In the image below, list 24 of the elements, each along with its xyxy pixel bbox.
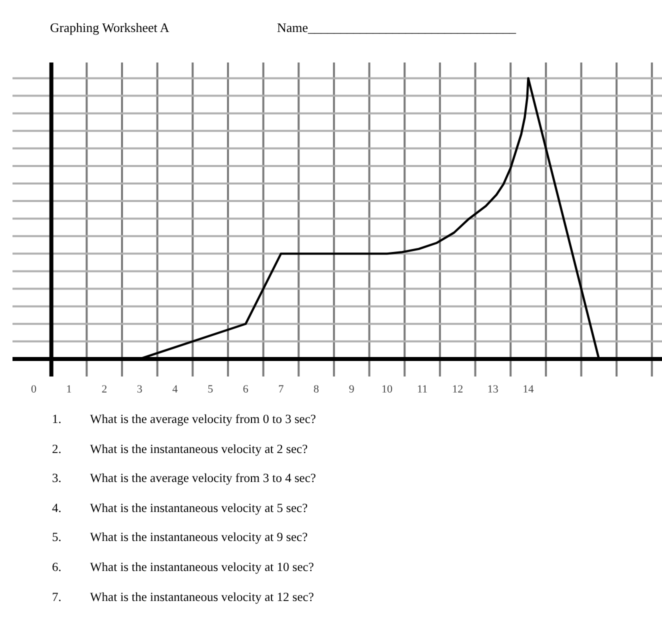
x-tick-label: 11 <box>416 384 428 396</box>
x-tick-label: 12 <box>452 384 464 396</box>
text: 2. What is the instantaneous velocity at 2 sec? <box>52 442 308 456</box>
x-tick-label: 13 <box>487 384 499 396</box>
text: Name________________________________ <box>277 19 516 37</box>
text: 5. What is the instantaneous velocity at 9 sec? <box>52 530 308 544</box>
text: 3. What is the average velocity from 3 to 4 sec? <box>52 471 316 486</box>
x-tick-label: 4 <box>172 384 178 396</box>
chart-title: Graphing Worksheet A <box>50 19 170 37</box>
x-tick-label: 10 <box>381 384 393 396</box>
text: 7. What is the instantaneous velocity at 12 sec? <box>52 590 314 604</box>
x-tick-label: 2 <box>102 384 108 396</box>
x-tick-label: 6 <box>242 384 249 396</box>
text: 4. What is the instantaneous velocity at 5 sec? <box>52 500 308 515</box>
x-tick-label: 14 <box>522 384 534 396</box>
text: 6. What is the instantaneous velocity at 10 sec? <box>52 560 314 574</box>
x-tick-label: 7 <box>278 384 284 396</box>
text: 1. What is the average velocity from 0 to 3 sec? <box>52 412 316 426</box>
x-tick-label: 1 <box>66 384 72 396</box>
x-tick-label: 0 <box>30 384 37 396</box>
x-tick-label: 9 <box>348 384 355 396</box>
x-tick-label: 5 <box>208 384 214 396</box>
x-tick-label: 8 <box>314 384 320 396</box>
x-tick-label: 3 <box>136 384 143 396</box>
